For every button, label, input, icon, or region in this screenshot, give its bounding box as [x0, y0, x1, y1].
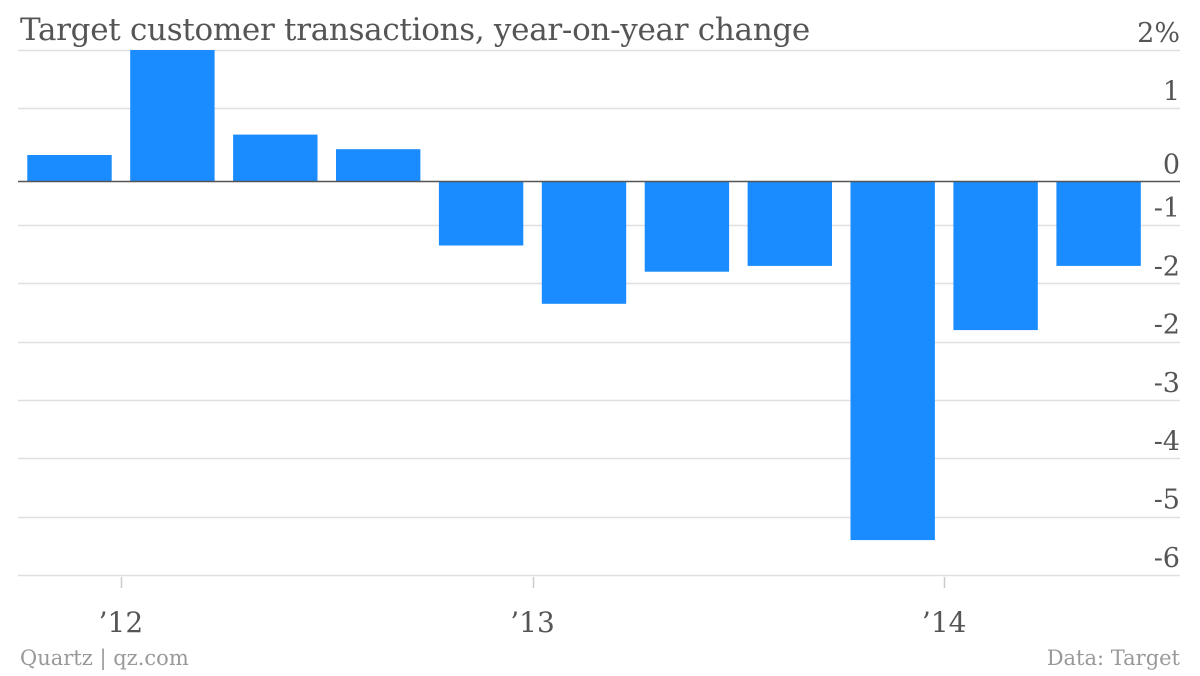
- bars: [27, 50, 1141, 541]
- footer-source: Data: Target: [1046, 646, 1180, 670]
- tick-labels: ’12 ’13 ’14 2% 1 0 -1 -2 -2 -3 -4 -5 -6: [99, 18, 1180, 639]
- bar: [541, 181, 627, 304]
- x-tick-label: ’12: [99, 606, 144, 639]
- y-tick-label: -3: [1154, 368, 1180, 399]
- axes: [18, 180, 1180, 588]
- bar: [27, 155, 112, 182]
- y-tick-label: -2: [1154, 251, 1180, 282]
- chart-title: Target customer transactions, year-on-ye…: [20, 12, 810, 48]
- y-tick-label: -6: [1154, 543, 1180, 574]
- y-tick-label: -1: [1154, 193, 1180, 224]
- y-tick-label: 0: [1163, 149, 1180, 180]
- y-tick-label: -5: [1154, 485, 1180, 516]
- bar: [336, 149, 421, 182]
- bar: [850, 181, 935, 541]
- bar: [1056, 181, 1141, 266]
- bar: [953, 181, 1038, 331]
- y-tick-label: 1: [1163, 76, 1180, 107]
- y-tick-label: -2: [1154, 310, 1180, 341]
- footer-credit: Quartz | qz.com: [20, 646, 189, 670]
- bar: [644, 181, 730, 272]
- x-tick-label: ’14: [922, 606, 967, 639]
- x-tick-label: ’13: [510, 606, 555, 639]
- bar: [438, 181, 524, 246]
- y-tick-label: -4: [1154, 426, 1180, 457]
- bar: [747, 181, 832, 266]
- bar: [233, 134, 318, 182]
- y-tick-label: 2%: [1137, 18, 1180, 49]
- bar: [130, 50, 215, 182]
